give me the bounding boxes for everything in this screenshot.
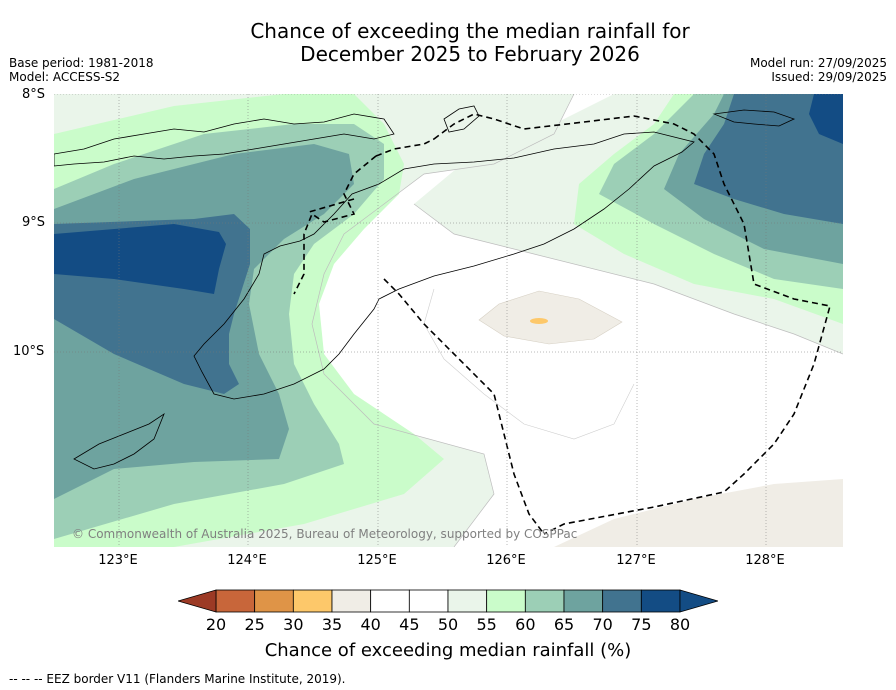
colorbar-tick-75: 75 [631, 615, 652, 634]
contour-40-southeast [554, 479, 843, 547]
lon-label-127e: 127°E [616, 553, 656, 568]
lat-label-9s: 9°S [22, 215, 46, 230]
colorbar-cells [215, 589, 681, 613]
eez-border [293, 113, 832, 535]
colorbar-cell-50-55 [447, 589, 488, 613]
colorbar-tick-80: 80 [669, 615, 691, 634]
lon-label-128e: 128°E [745, 553, 785, 568]
colorbar-cell-35-40 [331, 589, 372, 613]
colorbar-tick-55: 55 [476, 615, 497, 634]
lon-label-125e: 125°E [357, 553, 397, 568]
lat-label-8s: 8°S [22, 87, 46, 102]
colorbar-cell-30-35 [292, 589, 333, 613]
colorbar-tick-20: 20 [205, 615, 227, 634]
contour-80-west [54, 224, 226, 294]
contour-35-spot [530, 318, 548, 324]
colorbar-cell-65-70 [563, 589, 604, 613]
colorbar-tick-70: 70 [592, 615, 613, 634]
colorbar-tick-35: 35 [321, 615, 343, 634]
colorbar-label: Chance of exceeding median rainfall (%) [264, 640, 632, 661]
title-line-2: December 2025 to February 2026 [300, 42, 640, 66]
colorbar-cell-60-65 [524, 589, 565, 613]
colorbar-cell-20-25 [215, 589, 256, 613]
lat-label-10s: 10°S [13, 344, 45, 359]
lon-label-123e: 123°E [98, 553, 138, 568]
colorbar-tick-45: 45 [399, 615, 420, 634]
meta-right: Model run: 27/09/2025 Issued: 29/09/2025 [750, 56, 887, 84]
colorbar-tick-25: 25 [244, 615, 265, 634]
gridlines [54, 94, 843, 547]
contour-line-50 [423, 288, 635, 440]
meta-left: Base period: 1981-2018 Model: ACCESS-S2 [9, 56, 154, 84]
model-run: Model run: 27/09/2025 [749, 56, 887, 70]
contour-40-patch [478, 290, 623, 345]
chart-title: Chance of exceeding the median rainfall … [150, 20, 790, 66]
copyright-text: © Commonwealth of Australia 2025, Bureau… [72, 527, 577, 541]
base-period: Base period: 1981-2018 [9, 56, 154, 70]
colorbar-tick-60: 60 [515, 615, 536, 634]
colorbar-tick-50: 50 [437, 615, 459, 634]
title-line-1: Chance of exceeding the median rainfall … [250, 19, 690, 43]
colorbar-cell-45-50 [408, 589, 449, 613]
colorbar-tick-30: 30 [283, 615, 304, 634]
colorbar-cell-25-30 [254, 589, 294, 613]
colorbar-cell-40-45 [370, 589, 410, 613]
issued-date: Issued: 29/09/2025 [771, 70, 887, 84]
contour-75-east [694, 94, 843, 224]
coastline-timor [193, 131, 695, 400]
colorbar-cell-70-75 [602, 589, 642, 613]
colorbar-under-arrow [178, 589, 217, 613]
colorbar-cell-55-60 [486, 589, 526, 613]
colorbar-cell-75-80 [640, 589, 681, 613]
model-name: Model: ACCESS-S2 [9, 70, 121, 84]
lon-label-126e: 126°E [486, 553, 526, 568]
contour-line-55 [311, 94, 575, 547]
eez-footer: -- -- -- EEZ border V11 (Flanders Marine… [9, 672, 346, 686]
lon-label-124e: 124°E [227, 553, 267, 568]
coastline-north-east-island [712, 109, 796, 127]
contour-line-55b [413, 203, 843, 355]
colorbar-tick-40: 40 [360, 615, 381, 634]
coastline-sumba [73, 412, 165, 470]
coastline-north-islands [54, 113, 395, 167]
colorbar-over-arrow [679, 589, 718, 613]
colorbar-tick-65: 65 [553, 615, 575, 634]
contour-80-east [809, 94, 843, 144]
colorbar [178, 589, 718, 613]
rainfall-map: © Commonwealth of Australia 2025, Bureau… [54, 94, 843, 547]
